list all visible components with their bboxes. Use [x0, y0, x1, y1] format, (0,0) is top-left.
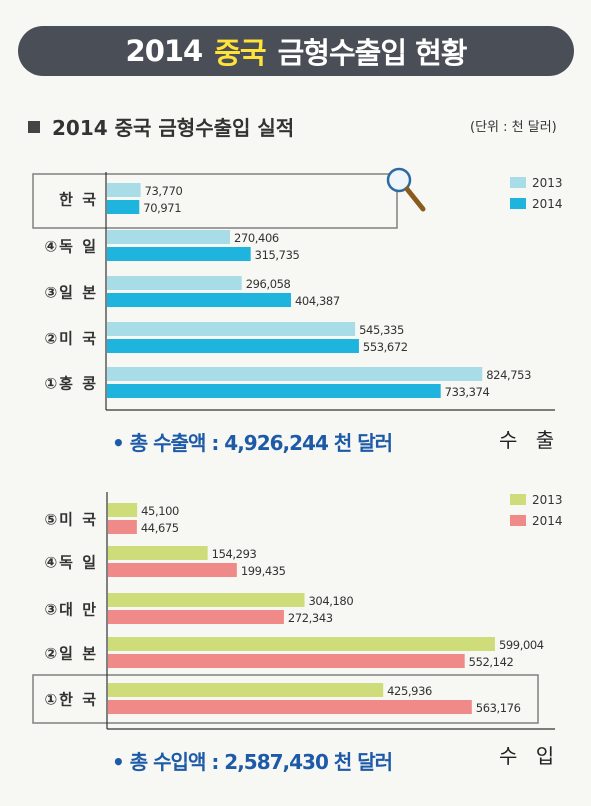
category-label: ④독 일 [44, 238, 98, 256]
category-label: ②일 본 [44, 645, 98, 663]
legend-swatch [510, 515, 526, 526]
section-title: 2014 중국 금형수출입 실적 [28, 112, 294, 141]
category-label: ②미 국 [44, 330, 98, 348]
bar [108, 593, 305, 607]
bar [108, 546, 208, 560]
bar-value-label: 270,406 [234, 231, 279, 245]
bar-value-label: 70,971 [143, 201, 181, 215]
title-highlight: 중국 [214, 36, 266, 70]
bar [108, 654, 465, 668]
bar-value-label: 304,180 [309, 594, 354, 608]
category-label: ④독 일 [44, 554, 98, 572]
bar-value-label: 553,672 [363, 340, 408, 354]
bar [107, 276, 242, 290]
legend-label: 2013 [532, 176, 563, 190]
bar-value-label: 599,004 [499, 638, 544, 652]
magnifier-handle [404, 186, 426, 212]
bar [108, 637, 495, 651]
legend-swatch [510, 494, 526, 505]
export-total: • 총 수출액 : 4,926,244 천 달러 [112, 427, 393, 456]
import-axis-word: 수 입 [499, 744, 561, 768]
bar-value-label: 73,770 [145, 184, 183, 198]
bar [107, 183, 141, 197]
bar [107, 247, 251, 261]
category-label: 한 국 [59, 191, 98, 209]
bar-value-label: 272,343 [288, 611, 333, 625]
legend-label: 2013 [532, 493, 563, 507]
bar [108, 610, 284, 624]
bar-value-label: 733,374 [445, 385, 490, 399]
bar-value-label: 563,176 [476, 701, 521, 715]
bar [107, 339, 359, 353]
bar [107, 367, 483, 381]
bar-value-label: 552,142 [469, 655, 514, 669]
category-label: ①홍 콩 [44, 375, 98, 393]
highlight-box [32, 173, 398, 229]
bar-value-label: 315,735 [255, 248, 300, 262]
bar [108, 520, 137, 534]
bar-value-label: 44,675 [141, 521, 179, 535]
bullet-dot-icon: • [112, 750, 125, 774]
bar-value-label: 296,058 [246, 277, 291, 291]
highlight-box [32, 674, 539, 724]
legend-label: 2014 [532, 197, 563, 211]
bullet-square-icon [28, 120, 40, 133]
category-label: ③일 본 [44, 284, 98, 302]
unit-note: (단위 : 천 달러) [470, 120, 557, 135]
bar-value-label: 425,936 [387, 684, 432, 698]
bullet-dot-icon: • [112, 431, 125, 455]
bar [108, 700, 472, 714]
title-suffix: 금형수출입 현황 [277, 36, 468, 70]
page-title: 2014 중국 금형수출입 현황 [18, 26, 574, 76]
bar [107, 200, 140, 214]
category-label: ③대 만 [44, 601, 98, 619]
bar [108, 683, 384, 697]
legend-label: 2014 [532, 514, 563, 528]
import-total-text: 총 수입액 : 2,587,430 천 달러 [129, 750, 393, 774]
bar-value-label: 154,293 [212, 547, 257, 561]
bar-value-label: 824,753 [486, 368, 531, 382]
legend-swatch [510, 198, 526, 209]
title-prefix: 2014 [125, 34, 204, 68]
bar [108, 503, 138, 517]
legend-swatch [510, 177, 526, 188]
bar [107, 384, 441, 398]
bar-value-label: 199,435 [241, 564, 286, 578]
import-total: • 총 수입액 : 2,587,430 천 달러 [112, 746, 393, 775]
bar [107, 230, 231, 244]
category-label: ⑤미 국 [44, 511, 98, 529]
bar [108, 563, 237, 577]
export-axis-word: 수 출 [499, 428, 561, 452]
category-label: ①한 국 [44, 691, 98, 709]
bar [107, 322, 356, 336]
export-total-text: 총 수출액 : 4,926,244 천 달러 [129, 431, 393, 455]
bar-value-label: 45,100 [141, 504, 179, 518]
magnifier-icon [386, 167, 412, 193]
bar [107, 293, 291, 307]
bar-value-label: 404,387 [295, 294, 340, 308]
section-title-text: 2014 중국 금형수출입 실적 [52, 116, 295, 140]
bar-value-label: 545,335 [359, 323, 404, 337]
